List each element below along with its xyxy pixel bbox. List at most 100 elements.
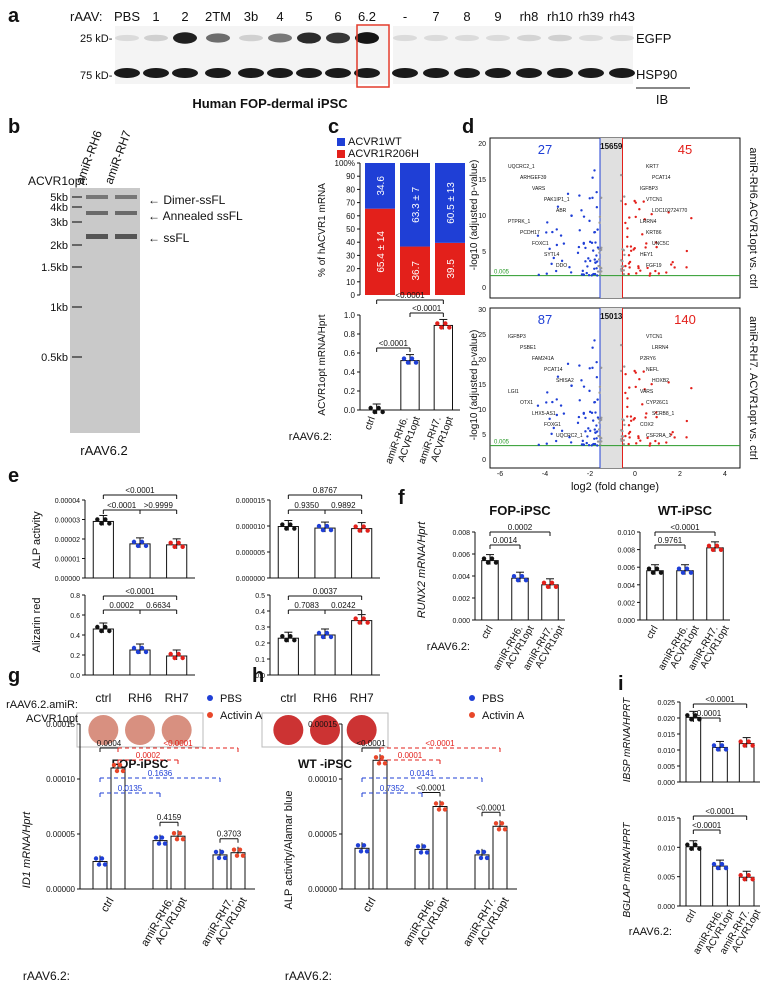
marker-75kd: 75 kD- (80, 70, 113, 82)
lane-label: rh10 (547, 9, 573, 24)
g-point (240, 853, 246, 858)
e-fop-ar-point (95, 624, 100, 630)
e-fop-ar-p3-pval: 0.6634 (146, 601, 171, 610)
lane-label: 2 (181, 9, 188, 24)
c-bot-point (439, 325, 444, 330)
h-legend-pbs: PBS (482, 693, 504, 705)
d-bot-threshold: 0.005 (494, 440, 510, 446)
hsp90-band (143, 68, 169, 78)
d-top-point (595, 206, 599, 209)
e-fop-alp-point (131, 539, 137, 545)
d-bot-point (624, 372, 627, 376)
h-legend-act: Activin A (482, 710, 525, 722)
c-top-ytick-label: 50 (346, 225, 355, 234)
d-bot-point (619, 343, 623, 347)
d-xtick: -2 (587, 471, 593, 478)
c-bot-ytick-label: 0.0 (344, 406, 356, 415)
egfp-band (424, 34, 448, 42)
f-wt-bar (646, 570, 664, 621)
d-top-point (596, 260, 599, 263)
d-bot-gene-label: NEFL (646, 367, 659, 373)
h-rlabel: rAAV6.2: (285, 969, 332, 983)
d-top-point (641, 233, 644, 236)
lane-label: PBS (114, 9, 140, 24)
e-fop-alp-ytick-label: 0.00004 (55, 498, 80, 505)
d-bot-point (588, 367, 591, 370)
d-bot-point (536, 404, 540, 407)
egfp-band (115, 34, 139, 42)
d-bot-point (623, 365, 626, 368)
d-top-point (644, 246, 647, 249)
hsp90-band (547, 68, 573, 78)
d-bot-gene-label: PCAT14 (544, 367, 563, 373)
f-fop-ytick-label: 0.006 (452, 552, 470, 559)
h-point (484, 855, 490, 861)
d-top-point (624, 202, 627, 206)
c-top-ytick-label: 20 (346, 265, 355, 274)
d-top-point (580, 209, 583, 212)
d-top-point (622, 269, 626, 272)
g-cat: ctrl (99, 896, 117, 915)
d-top-point (585, 271, 588, 275)
c-stack-wt-label: 63.3 ± 7 (411, 186, 422, 223)
legend-wt: ACVR1WT (348, 136, 402, 148)
i-bglap-point (697, 846, 702, 851)
c-bot-bar (433, 324, 453, 411)
c-bot-point (443, 321, 448, 326)
d-top-point (600, 196, 603, 199)
lane-label: 8 (463, 9, 470, 24)
d-bot-point (537, 443, 540, 447)
d-top-point (587, 257, 590, 260)
i-ibsp-point (750, 743, 755, 748)
d-top-point (642, 200, 645, 203)
e-wt-ar-ytick-label: 0.4 (255, 609, 265, 616)
e-fop-alp-p2-pval: <0.0001 (107, 501, 137, 510)
d-bot-point (667, 381, 670, 384)
e-wt-alp-point (292, 526, 297, 531)
ladder-label: 3kb (50, 217, 68, 229)
d-bot-point (559, 404, 563, 407)
f-wt-p2-pval: <0.0001 (670, 523, 700, 532)
h-point (502, 827, 508, 832)
e-wt-ar-bar (351, 620, 373, 676)
i-ibsp-ytick-label: 0.020 (657, 716, 675, 723)
d-top-point (588, 197, 591, 200)
d-top-point (600, 246, 603, 249)
i-bglap-point (685, 842, 690, 847)
lane-label: 1 (152, 9, 159, 24)
e-wt-ar-point (280, 634, 285, 639)
ladder-band (72, 206, 82, 208)
i-bglap-ylabel: BGLAP mRNA/HPRT (622, 822, 633, 918)
h-ytick-label: 0.00010 (308, 775, 337, 784)
d-bot-gene-label: LHX5-AS1 (532, 411, 556, 417)
c-bot-point (401, 356, 407, 361)
hsp90-band (578, 68, 604, 78)
f-wt-point (684, 566, 690, 571)
c-stack-mut-label: 65.4 ± 14 (376, 231, 387, 273)
f-fop-point (485, 560, 491, 565)
hsp90-band (516, 68, 542, 78)
d-bot-ytick: 30 (478, 307, 486, 314)
f-fop-point (511, 574, 517, 579)
d-top-point (598, 221, 601, 224)
g-point (222, 855, 228, 861)
panel-letter-b: b (8, 116, 20, 138)
d-top-point (570, 214, 573, 217)
c-bot-ytick-label: 0.4 (344, 368, 356, 377)
e-wt-ar-point (320, 634, 326, 640)
d-top-gene-label: UNC5C (652, 241, 670, 247)
panel-letter-h: h (252, 665, 264, 687)
d-bot-point (643, 388, 646, 391)
c-p3-pval: <0.0001 (395, 291, 425, 300)
egfp-band (297, 32, 321, 44)
d-top-point (667, 211, 670, 214)
c-stack-wt (435, 163, 465, 243)
ladder-label: 1kb (50, 302, 68, 314)
g-point (99, 856, 105, 861)
d-top-point (562, 242, 566, 245)
f-fop-point (545, 584, 551, 589)
h-point (418, 850, 424, 855)
c-stack-mut (435, 242, 465, 295)
h-bar (492, 825, 508, 890)
